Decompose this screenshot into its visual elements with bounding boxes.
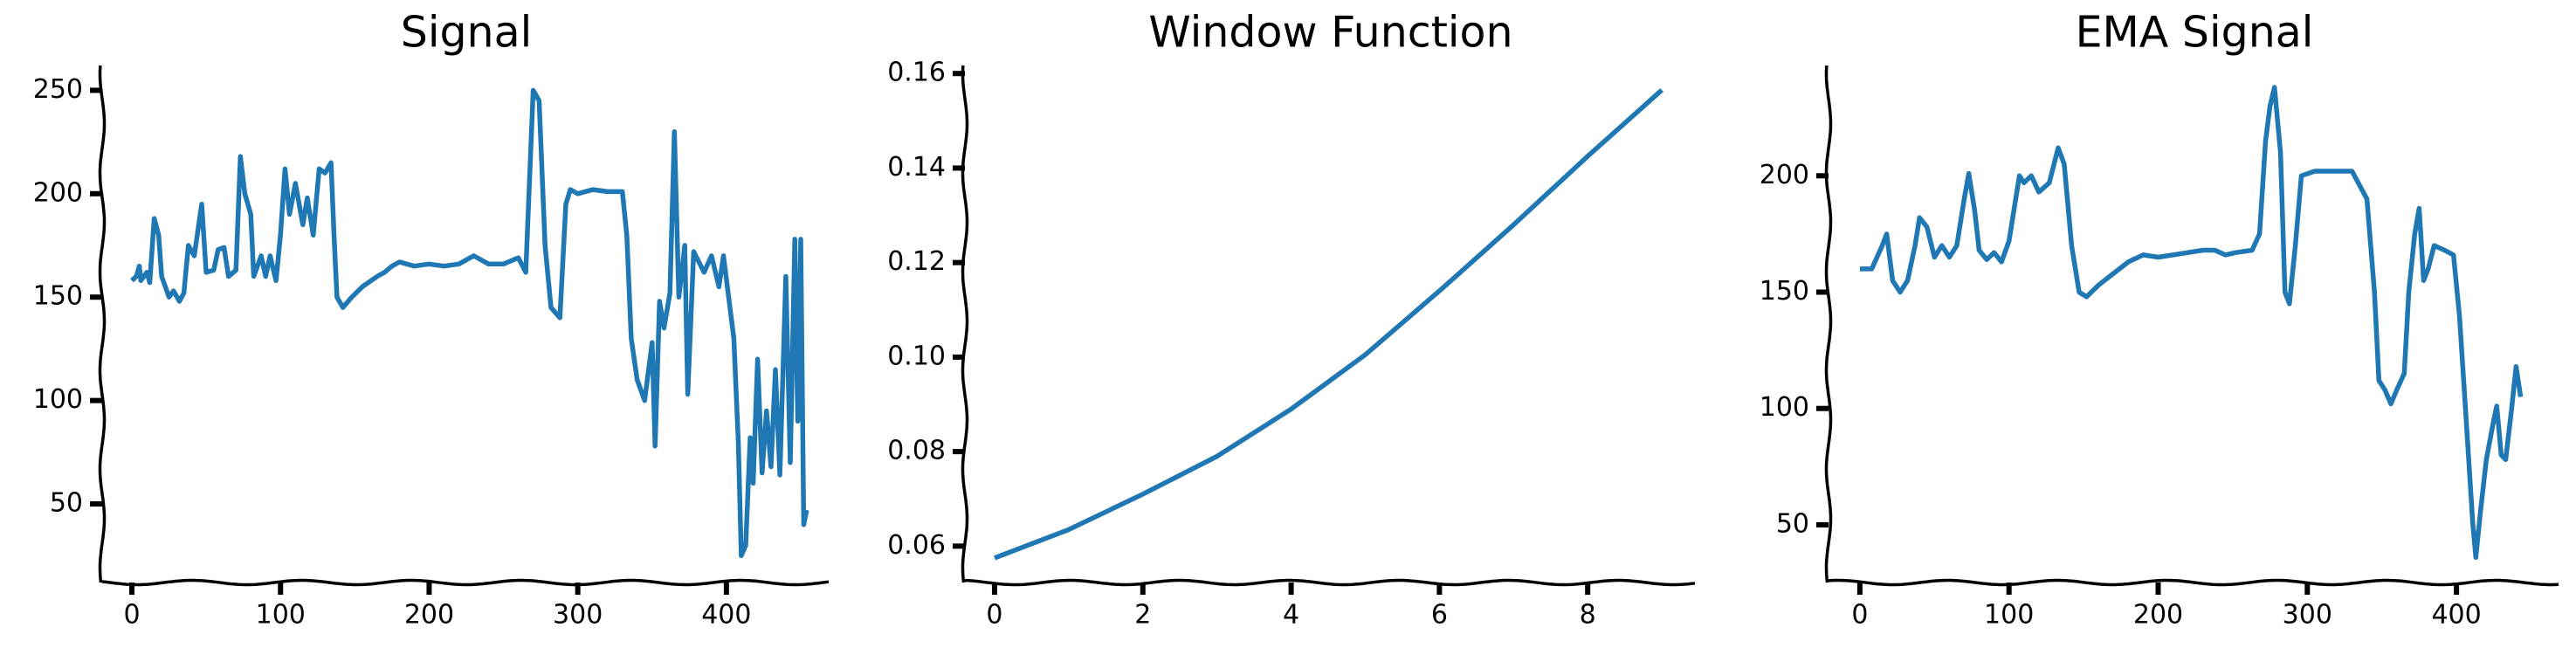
x-axis [1828,578,2559,587]
x-tick-label: 2 [1134,600,1151,631]
x-tick-label: 0 [1851,600,1868,631]
y-tick-label: 200 [1760,160,1809,190]
y-tick-label: 100 [33,384,83,415]
x-tick-label: 300 [553,600,603,631]
line [130,87,809,558]
y-tick-label: 0.08 [887,436,946,466]
x-tick-label: 0 [986,600,1002,631]
y-tick-label: 0.16 [887,58,946,88]
x-tick-label: 100 [256,600,306,631]
x-axis [101,578,830,587]
x-tick-label: 0 [123,600,140,631]
y-axis [1824,65,1833,583]
y-tick-label: 150 [33,281,83,312]
x-tick-label: 400 [701,600,751,631]
y-tick-label: 200 [33,177,83,208]
y-tick-label: 50 [50,488,83,519]
y-tick-label: 100 [1760,392,1809,423]
chart-title: Signal [401,8,533,58]
chart-title: EMA Signal [2076,8,2314,58]
y-tick-label: 0.12 [887,246,946,277]
chart-title: Window Function [1148,8,1512,58]
x-tick-label: 200 [2133,600,2183,631]
line [994,88,1663,561]
y-tick-label: 0.06 [887,530,946,561]
x-tick-label: 4 [1283,600,1299,631]
x-axis [964,578,1696,587]
x-tick-label: 200 [404,600,454,631]
y-tick-label: 250 [33,74,83,105]
y-tick-label: 0.14 [887,152,946,183]
x-tick-label: 400 [2431,600,2481,631]
x-tick-label: 100 [1984,600,2034,631]
y-axis [98,65,107,583]
y-tick-label: 150 [1760,276,1809,307]
y-tick-label: 0.10 [887,341,946,371]
x-tick-label: 300 [2283,600,2332,631]
x-tick-label: 8 [1580,600,1596,631]
y-axis [961,65,969,583]
x-tick-label: 6 [1431,600,1448,631]
y-tick-label: 50 [1776,508,1809,539]
line [1859,85,2524,560]
